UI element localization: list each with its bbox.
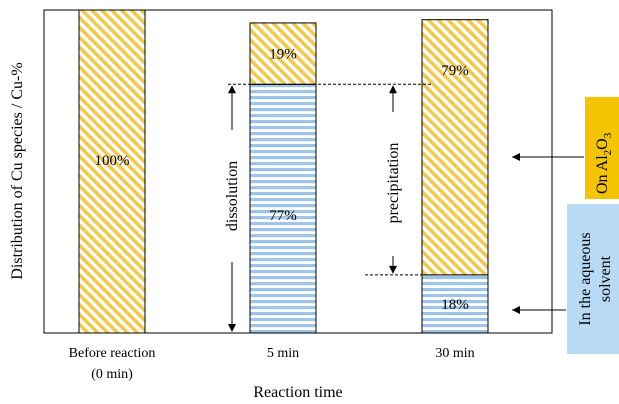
legend-alumina-sub2: 3 bbox=[602, 132, 614, 138]
data-label-0-1: 100% bbox=[95, 153, 130, 169]
legend-aqueous-box bbox=[567, 204, 619, 354]
legend-aqueous-line1: In the aqueous bbox=[577, 232, 594, 325]
legend-alumina-arrowhead bbox=[512, 153, 520, 161]
y-axis-label: Distribution of Cu species / Cu-% bbox=[9, 62, 26, 279]
legend-alumina-text: On Al bbox=[594, 155, 611, 194]
x-axis-label: Reaction time bbox=[253, 384, 342, 401]
bar-0-series-1 bbox=[78, 9, 146, 334]
x-tick-label-0-line1: Before reaction bbox=[69, 346, 156, 361]
data-label-1-0: 77% bbox=[269, 208, 297, 224]
legend-alumina-sub: 2 bbox=[602, 150, 614, 156]
legend-alumina-box bbox=[585, 97, 619, 199]
x-tick-label-0-line2: (0 min) bbox=[91, 367, 133, 382]
bar-1-series-1 bbox=[249, 22, 317, 85]
data-label-2-0: 18% bbox=[441, 297, 469, 313]
dissolution-arrowhead-down bbox=[228, 324, 236, 332]
precipitation-arrowhead-up bbox=[389, 85, 397, 94]
dissolution-label: dissolution bbox=[224, 161, 241, 231]
precipitation-arrowhead-down bbox=[389, 265, 397, 274]
precipitation-label: precipitation bbox=[385, 143, 402, 224]
dissolution-arrowhead-up bbox=[228, 85, 236, 94]
legend-aqueous-line2: solvent bbox=[597, 255, 614, 302]
data-label-2-1: 79% bbox=[441, 63, 469, 79]
legend-alumina-mid: O bbox=[594, 138, 611, 150]
x-tick-label-1: 5 min bbox=[267, 346, 299, 361]
legend-alumina-label: On Al2O3 bbox=[594, 132, 614, 194]
legend-aqueous-arrowhead bbox=[512, 306, 520, 314]
bar-2-series-1 bbox=[421, 19, 489, 276]
data-label-1-1: 19% bbox=[269, 47, 297, 63]
x-tick-label-2: 30 min bbox=[435, 346, 474, 361]
